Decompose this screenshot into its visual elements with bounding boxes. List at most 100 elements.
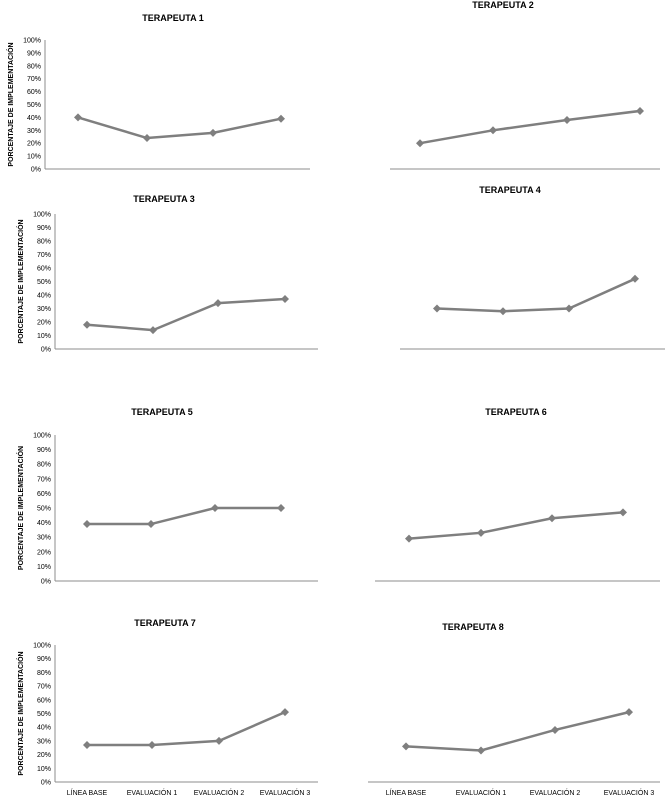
y-tick-label: 0%	[31, 167, 41, 174]
data-point-marker	[211, 504, 219, 512]
chart-panel-2: TERAPEUTA 2	[390, 0, 660, 170]
y-tick-label: 10%	[37, 564, 51, 571]
y-tick-label: 70%	[37, 252, 51, 259]
y-axis-label: PORCENTAJE DE IMPLEMENTACIÓN	[16, 651, 25, 775]
chart-title: TERAPEUTA 8	[442, 622, 504, 632]
y-tick-label: 20%	[27, 141, 41, 148]
y-tick-label: 20%	[37, 549, 51, 556]
data-point-marker	[631, 274, 639, 283]
y-tick-label: 60%	[37, 266, 51, 273]
chart-title: TERAPEUTA 1	[142, 13, 204, 23]
series-line	[408, 511, 624, 540]
data-point-marker	[148, 741, 156, 750]
series-line	[419, 109, 641, 145]
series-line	[436, 277, 636, 313]
chart-panel-3: TERAPEUTA 3 0% 10% 20% 30% 40% 50% 60% 70% 80% 90%…	[16, 194, 318, 354]
data-point-marker	[83, 520, 91, 529]
y-tick-label: 40%	[27, 115, 41, 122]
series-line	[77, 116, 282, 140]
y-tick-label: 10%	[37, 766, 51, 773]
y-tick-label: 60%	[37, 697, 51, 704]
y-tick-label: 100%	[33, 433, 51, 440]
x-tick-label: EVALUACIÓN 1	[456, 788, 507, 797]
y-tick-label: 30%	[37, 738, 51, 745]
series-line	[405, 710, 630, 752]
data-point-marker	[402, 742, 410, 751]
chart-title: TERAPEUTA 2	[472, 0, 534, 10]
y-tick-label: 40%	[37, 293, 51, 300]
y-tick-label: 20%	[37, 320, 51, 327]
y-tick-label: 100%	[33, 643, 51, 650]
x-tick-label: EVALUACIÓN 3	[260, 788, 311, 797]
chart-title: TERAPEUTA 6	[485, 407, 547, 417]
data-point-marker	[209, 128, 217, 137]
data-point-marker	[281, 708, 289, 717]
data-point-marker	[477, 746, 485, 755]
data-point-marker	[563, 115, 571, 124]
data-point-marker	[147, 520, 155, 529]
y-tick-label: 10%	[27, 154, 41, 161]
chart-title: TERAPEUTA 3	[133, 194, 195, 204]
data-point-marker	[619, 508, 627, 517]
data-point-marker	[548, 514, 556, 523]
chart-panel-1: TERAPEUTA 1 0% 10% 20% 30% 40% 50% 60% 70% 80% 90%…	[6, 13, 310, 174]
y-tick-label: 80%	[37, 239, 51, 246]
data-point-marker	[636, 106, 644, 115]
y-tick-label: 10%	[37, 333, 51, 340]
data-point-marker	[83, 320, 91, 329]
x-tick-label: EVALUACIÓN 3	[604, 788, 655, 797]
data-point-marker	[215, 736, 223, 745]
y-tick-label: 70%	[27, 76, 41, 83]
series-line	[87, 506, 281, 526]
data-point-marker	[214, 299, 222, 308]
y-tick-label: 30%	[27, 128, 41, 135]
data-point-marker	[281, 295, 289, 304]
y-tick-label: 90%	[37, 447, 51, 454]
y-tick-label: 50%	[37, 279, 51, 286]
data-point-marker	[499, 307, 507, 316]
y-tick-label: 20%	[37, 752, 51, 759]
data-point-marker	[405, 534, 413, 543]
chart-panel-4: TERAPEUTA 4	[400, 185, 665, 350]
y-tick-label: 40%	[37, 725, 51, 732]
y-tick-label: 50%	[27, 102, 41, 109]
y-tick-label: 80%	[27, 63, 41, 70]
chart-panel-5: TERAPEUTA 5 0% 10% 20% 30% 40% 50% 60% 70% 80% 90%…	[16, 407, 318, 586]
y-axis-label: PORCENTAJE DE IMPLEMENTACIÓN	[16, 219, 25, 343]
series-line	[86, 297, 286, 332]
y-tick-label: 70%	[37, 476, 51, 483]
y-tick-label: 80%	[37, 462, 51, 469]
y-tick-label: 40%	[37, 520, 51, 527]
y-tick-label: 90%	[37, 656, 51, 663]
y-axis-label: PORCENTAJE DE IMPLEMENTACIÓN	[16, 446, 25, 570]
y-tick-label: 0%	[41, 579, 51, 586]
chart-title: TERAPEUTA 4	[479, 185, 541, 195]
y-tick-label: 100%	[23, 38, 41, 45]
chart-panel-8: TERAPEUTA 8 LÍNEA BASE EVALUACIÓN 1 EVALUAC…	[368, 622, 660, 797]
chart-title: TERAPEUTA 7	[134, 618, 196, 628]
series-line	[87, 710, 286, 747]
data-point-marker	[551, 725, 559, 734]
y-tick-label: 90%	[37, 225, 51, 232]
data-point-marker	[625, 708, 633, 717]
data-point-marker	[143, 134, 151, 143]
y-tick-label: 90%	[27, 50, 41, 57]
y-tick-label: 60%	[37, 491, 51, 498]
data-point-marker	[477, 528, 485, 537]
chart-panel-6: TERAPEUTA 6	[375, 407, 660, 582]
data-point-marker	[74, 113, 82, 122]
data-point-marker	[416, 139, 424, 148]
y-tick-label: 50%	[37, 506, 51, 513]
chart-title: TERAPEUTA 5	[131, 407, 193, 417]
y-tick-label: 70%	[37, 684, 51, 691]
x-tick-label: EVALUACIÓN 1	[127, 788, 178, 797]
y-tick-label: 30%	[37, 306, 51, 313]
data-point-marker	[565, 304, 573, 313]
y-tick-label: 60%	[27, 89, 41, 96]
y-tick-label: 0%	[41, 347, 51, 354]
y-tick-label: 80%	[37, 670, 51, 677]
data-point-marker	[489, 126, 497, 135]
data-point-marker	[277, 504, 285, 512]
x-tick-label: LÍNEA BASE	[386, 788, 427, 797]
